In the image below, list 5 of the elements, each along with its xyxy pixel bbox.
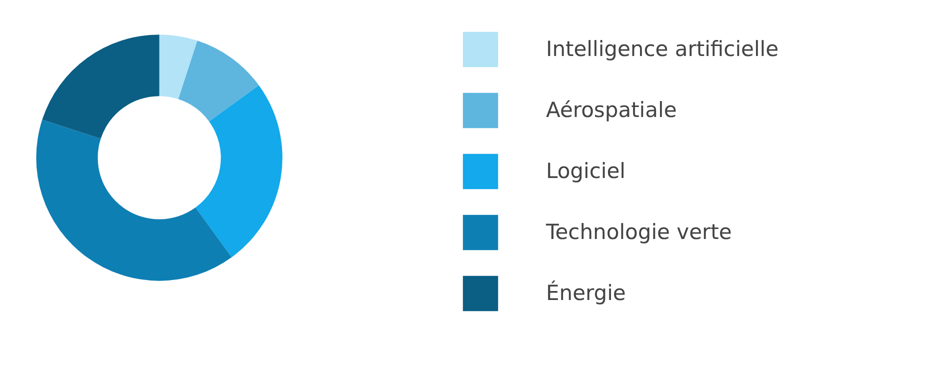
legend-label: Intelligence artificielle	[546, 36, 779, 63]
legend-label: Énergie	[546, 280, 626, 307]
legend-label: Aérospatiale	[546, 97, 677, 124]
legend-label: Logiciel	[546, 158, 626, 185]
legend-label: Technologie verte	[546, 219, 732, 246]
